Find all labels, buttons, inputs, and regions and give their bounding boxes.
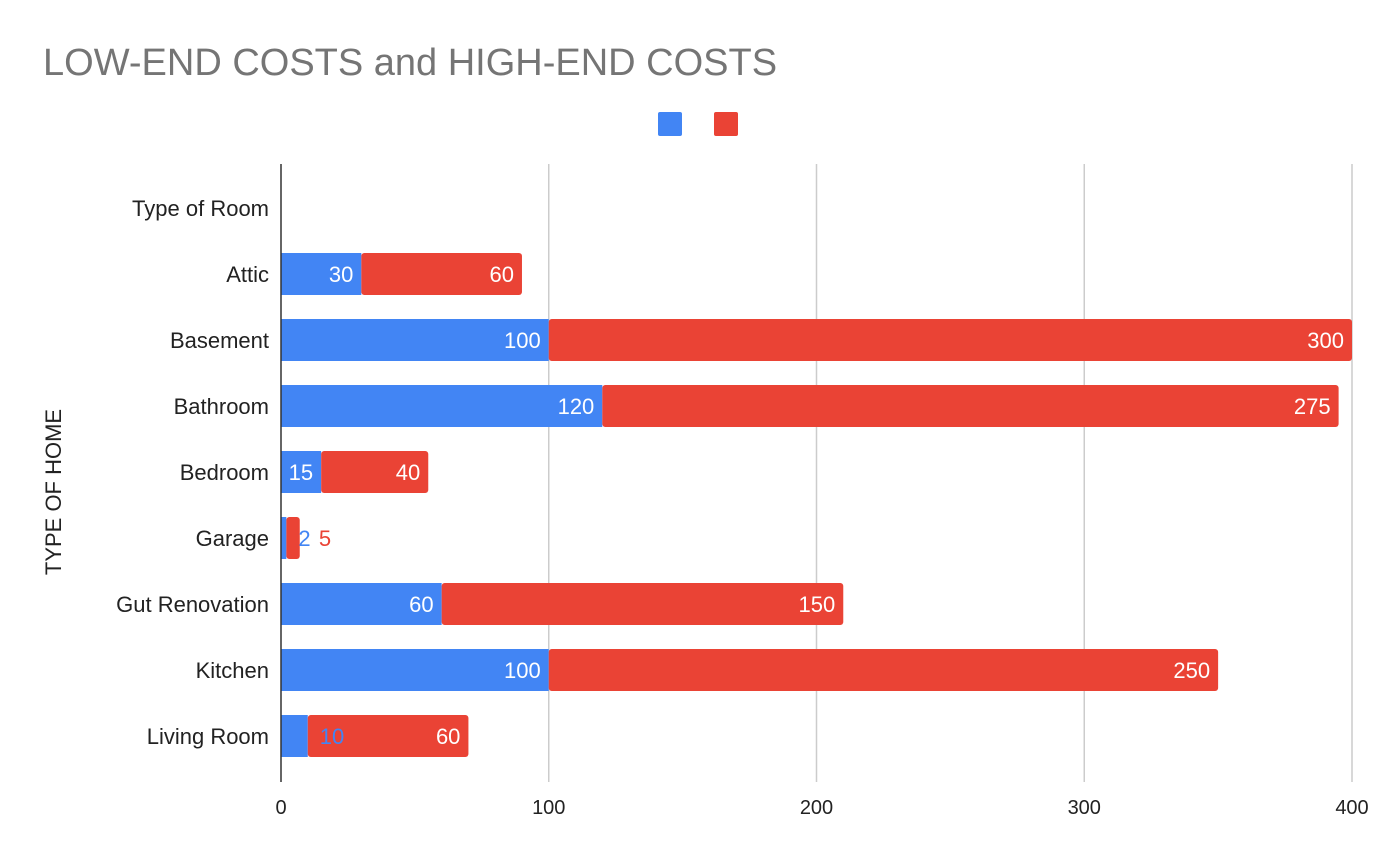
data-label: 60 <box>489 262 513 287</box>
data-label: 5 <box>319 526 331 551</box>
bar-series-2 <box>602 385 1339 427</box>
category-label: Type of Room <box>132 196 269 221</box>
x-tick-label: 400 <box>1335 797 1368 819</box>
bar-series-1 <box>281 583 442 625</box>
data-label: 40 <box>396 460 420 485</box>
bar-series-2 <box>441 583 844 625</box>
x-tick-label: 300 <box>1068 797 1101 819</box>
data-label: 275 <box>1294 394 1331 419</box>
bar-series-1 <box>281 517 287 559</box>
category-label: Basement <box>170 328 269 353</box>
category-label: Living Room <box>147 724 269 749</box>
data-label: 10 <box>320 724 344 749</box>
legend-swatch-series-2 <box>714 112 738 136</box>
category-label: Gut Renovation <box>116 592 269 617</box>
bars <box>281 253 1352 757</box>
category-label: Bathroom <box>174 394 269 419</box>
bar-series-1 <box>281 451 322 493</box>
data-label: 30 <box>329 262 353 287</box>
data-label: 250 <box>1173 658 1210 683</box>
bar-series-2 <box>361 253 522 295</box>
chart-title: LOW-END COSTS and HIGH-END COSTS <box>43 42 777 84</box>
data-label: 60 <box>409 592 433 617</box>
bar-series-1 <box>281 319 549 361</box>
data-label: 2 <box>298 526 310 551</box>
data-label: 100 <box>504 328 541 353</box>
data-label: 300 <box>1307 328 1344 353</box>
bar-series-2 <box>286 517 300 559</box>
data-label: 100 <box>504 658 541 683</box>
category-labels: Type of Room Attic Basement Bathroom Bedroom… <box>116 196 269 749</box>
data-label: 120 <box>558 394 595 419</box>
legend-swatch-series-1 <box>658 112 682 136</box>
data-label: 15 <box>289 460 313 485</box>
y-axis-title: TYPE OF HOME <box>41 409 66 575</box>
x-tick-label: 0 <box>275 797 286 819</box>
data-label: 60 <box>436 724 460 749</box>
data-label: 150 <box>799 592 836 617</box>
data-labels: 30 60 100 300 120 275 15 40 2 5 60 150 100 250 10 60 <box>289 262 1344 749</box>
category-label: Garage <box>196 526 269 551</box>
category-label: Bedroom <box>180 460 269 485</box>
category-label: Attic <box>226 262 269 287</box>
bar-series-1 <box>281 715 308 757</box>
bar-series-1 <box>281 385 603 427</box>
x-tick-labels: 0 100 200 300 400 <box>275 797 1368 819</box>
bar-series-2 <box>321 451 429 493</box>
x-tick-label: 200 <box>800 797 833 819</box>
bar-series-2 <box>307 715 469 757</box>
bar-series-1 <box>281 649 549 691</box>
bar-series-2 <box>548 649 1219 691</box>
category-label: Kitchen <box>196 658 269 683</box>
bar-series-1 <box>281 253 362 295</box>
x-tick-label: 100 <box>532 797 565 819</box>
bar-series-2 <box>548 319 1352 361</box>
legend <box>658 112 738 136</box>
